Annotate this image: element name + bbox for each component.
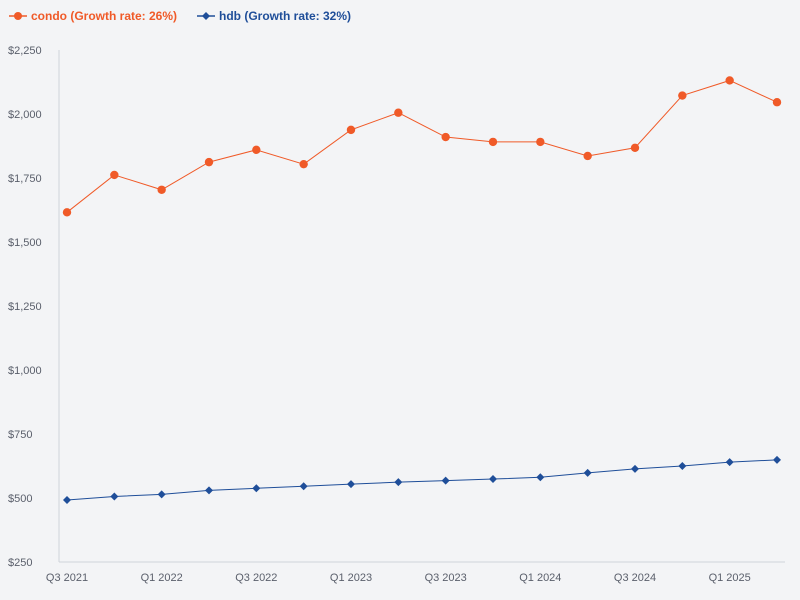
x-tick-label: Q3 2022: [235, 572, 277, 584]
data-point-condo[interactable]: [157, 185, 166, 194]
data-point-hdb[interactable]: [347, 480, 355, 489]
data-point-condo[interactable]: [394, 108, 403, 117]
legend-item-hdb[interactable]: hdb (Growth rate: 32%): [197, 9, 351, 23]
data-point-hdb[interactable]: [536, 473, 545, 482]
y-tick-label: $1,000: [8, 365, 42, 377]
data-point-condo[interactable]: [725, 76, 734, 85]
data-point-condo[interactable]: [630, 143, 640, 152]
data-point-hdb[interactable]: [110, 492, 119, 501]
data-point-condo[interactable]: [299, 159, 308, 169]
data-point-condo[interactable]: [536, 137, 545, 147]
data-point-condo[interactable]: [488, 137, 498, 147]
legend-label-hdb: hdb (Growth rate: 32%): [219, 9, 352, 23]
data-point-hdb[interactable]: [394, 478, 403, 487]
y-tick-label: $500: [8, 493, 32, 505]
data-point-hdb[interactable]: [773, 455, 781, 464]
data-point-hdb[interactable]: [583, 468, 592, 477]
data-point-hdb[interactable]: [678, 462, 687, 470]
data-point-hdb[interactable]: [252, 484, 261, 493]
x-tick-label: Q1 2023: [330, 572, 372, 584]
data-point-condo[interactable]: [772, 98, 782, 107]
data-point-condo[interactable]: [62, 208, 72, 217]
y-tick-label: $250: [8, 557, 32, 569]
data-point-condo[interactable]: [678, 91, 687, 100]
data-point-hdb[interactable]: [63, 496, 71, 505]
data-point-hdb[interactable]: [205, 486, 213, 495]
data-point-hdb[interactable]: [489, 475, 497, 484]
y-tick-label: $750: [8, 429, 32, 441]
legend-item-condo[interactable]: condo (Growth rate: 26%): [9, 9, 177, 23]
legend-condo-marker-icon: [9, 12, 27, 20]
series-line-condo: [66, 79, 778, 213]
legend-hdb-marker-icon: [197, 12, 216, 20]
y-tick-label: $1,750: [8, 173, 42, 185]
data-point-condo[interactable]: [441, 132, 450, 142]
data-point-condo[interactable]: [110, 170, 119, 180]
x-tick-label: Q1 2025: [709, 572, 751, 584]
data-point-hdb[interactable]: [725, 458, 734, 467]
x-tick-label: Q1 2024: [519, 572, 561, 584]
data-point-condo[interactable]: [204, 157, 214, 167]
y-tick-label: $1,500: [8, 237, 42, 249]
y-tick-label: $2,000: [8, 109, 42, 121]
data-point-condo[interactable]: [346, 125, 356, 135]
x-tick-label: Q3 2021: [46, 572, 88, 584]
legend: condo (Growth rate: 26%) hdb (Growth rat…: [9, 9, 351, 23]
legend-label-condo: condo (Growth rate: 26%): [31, 9, 178, 23]
x-tick-label: Q3 2024: [614, 572, 656, 584]
data-point-condo[interactable]: [252, 145, 261, 155]
data-point-hdb[interactable]: [157, 490, 166, 499]
x-tick-label: Q3 2023: [425, 572, 467, 584]
y-tick-label: $2,250: [8, 45, 42, 57]
x-tick-label: Q1 2022: [141, 572, 183, 584]
series-line-hdb: [66, 459, 778, 501]
data-point-condo[interactable]: [583, 151, 592, 161]
data-point-hdb[interactable]: [299, 482, 308, 491]
data-point-hdb[interactable]: [441, 476, 450, 485]
data-point-hdb[interactable]: [631, 464, 639, 473]
y-tick-label: $1,250: [8, 301, 42, 313]
